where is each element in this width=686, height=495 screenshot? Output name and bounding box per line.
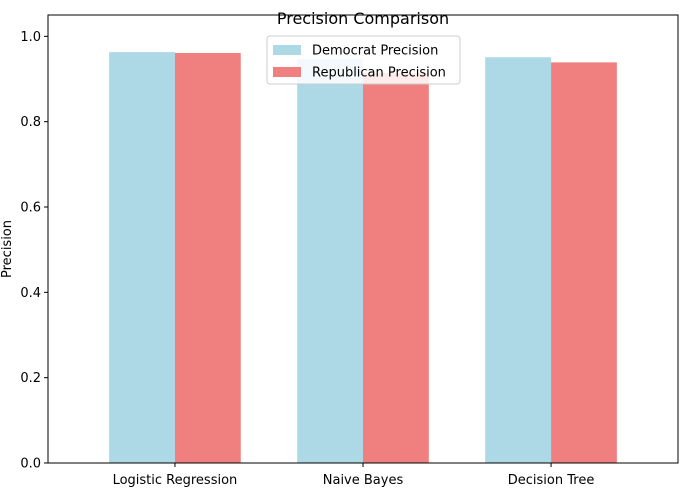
legend-label-republican: Republican Precision <box>312 66 446 81</box>
bars-group <box>109 52 617 464</box>
x-axis-ticks: Logistic Regression Naive Bayes Decision T… <box>113 463 595 488</box>
bar-logistic-regression-democrat <box>109 52 175 464</box>
chart-title: Precision Comparison <box>277 9 449 28</box>
bar-naive-bayes-democrat <box>297 58 363 464</box>
legend: Democrat Precision Republican Precision <box>266 35 461 85</box>
bar-decision-tree-democrat <box>485 57 552 464</box>
y-axis-ticks: 0.0 0.2 0.4 0.6 0.8 1.0 <box>20 30 48 472</box>
legend-swatch-democrat <box>273 45 301 55</box>
legend-label-democrat: Democrat Precision <box>312 44 438 59</box>
y-tick-label: 0.2 <box>20 371 41 386</box>
bar-logistic-regression-republican <box>174 52 241 464</box>
bar-decision-tree-republican <box>551 62 617 464</box>
y-axis-label: Precision <box>0 220 15 278</box>
y-tick-label: 0.8 <box>20 115 41 130</box>
y-tick-label: 1.0 <box>20 30 41 45</box>
bar-naive-bayes-republican <box>363 73 429 463</box>
plot-area-frame <box>47 14 679 464</box>
x-tick-label: Decision Tree <box>508 473 595 488</box>
y-tick-label: 0.4 <box>20 286 41 301</box>
legend-box <box>266 35 461 85</box>
x-tick-label: Logistic Regression <box>113 473 238 488</box>
y-tick-label: 0.0 <box>20 457 41 472</box>
legend-swatch-republican <box>273 67 301 77</box>
y-tick-label: 0.6 <box>20 201 41 216</box>
x-tick-label: Naive Bayes <box>323 473 404 488</box>
